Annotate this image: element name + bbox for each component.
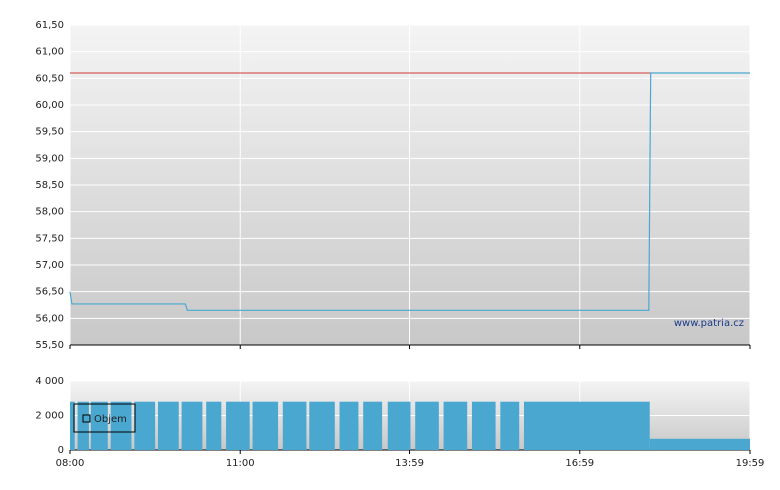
volume-bar [110,401,132,450]
y-tick-label: 56,50 [35,287,64,298]
y-tick-label: 58,00 [35,207,64,218]
volume-bar [90,401,108,450]
volume-bar [181,401,203,450]
y-tick-label: 4 000 [35,376,64,387]
y-tick-label: 58,50 [35,180,64,191]
volume-bar [70,401,75,450]
x-tick-label: 08:00 [56,458,85,469]
price-line [69,72,750,311]
x-tick-label: 19:59 [736,458,765,469]
volume-bar [134,401,156,450]
volume-bar [387,401,411,450]
volume-bar [339,401,359,450]
y-tick-label: 61,00 [35,47,64,58]
y-tick-label: 57,00 [35,260,64,271]
y-tick-label: 59,50 [35,127,64,138]
x-tick-label: 16:59 [565,458,594,469]
volume-bar [282,401,307,450]
volume-bar [226,401,250,450]
volume-bar [363,401,383,450]
volume-bar [309,401,335,450]
y-tick-label: 61,50 [35,20,64,31]
volume-bar [157,401,179,450]
volume-bar [443,401,468,450]
volume-bar [523,401,650,450]
volume-bar [206,401,222,450]
y-tick-label: 60,50 [35,73,64,84]
legend-label: Objem [94,414,127,425]
watermark: www.patria.cz [674,318,744,329]
legend-box [73,403,136,433]
y-tick-label: 0 [58,445,64,456]
y-tick-label: 57,50 [35,233,64,244]
legend-swatch [82,414,91,423]
volume-bar [500,401,520,450]
volume-bar [415,401,439,450]
y-tick-label: 2 000 [35,411,64,422]
volume-bar [77,401,89,450]
volume-bar [471,401,496,450]
y-tick-label: 59,00 [35,153,64,164]
x-tick-label: 11:00 [226,458,255,469]
volume-bar [649,438,750,450]
y-tick-label: 55,50 [35,340,64,351]
y-tick-label: 60,00 [35,100,64,111]
volume-bar [252,401,279,450]
x-tick-label: 13:59 [395,458,424,469]
y-tick-label: 56,00 [35,313,64,324]
